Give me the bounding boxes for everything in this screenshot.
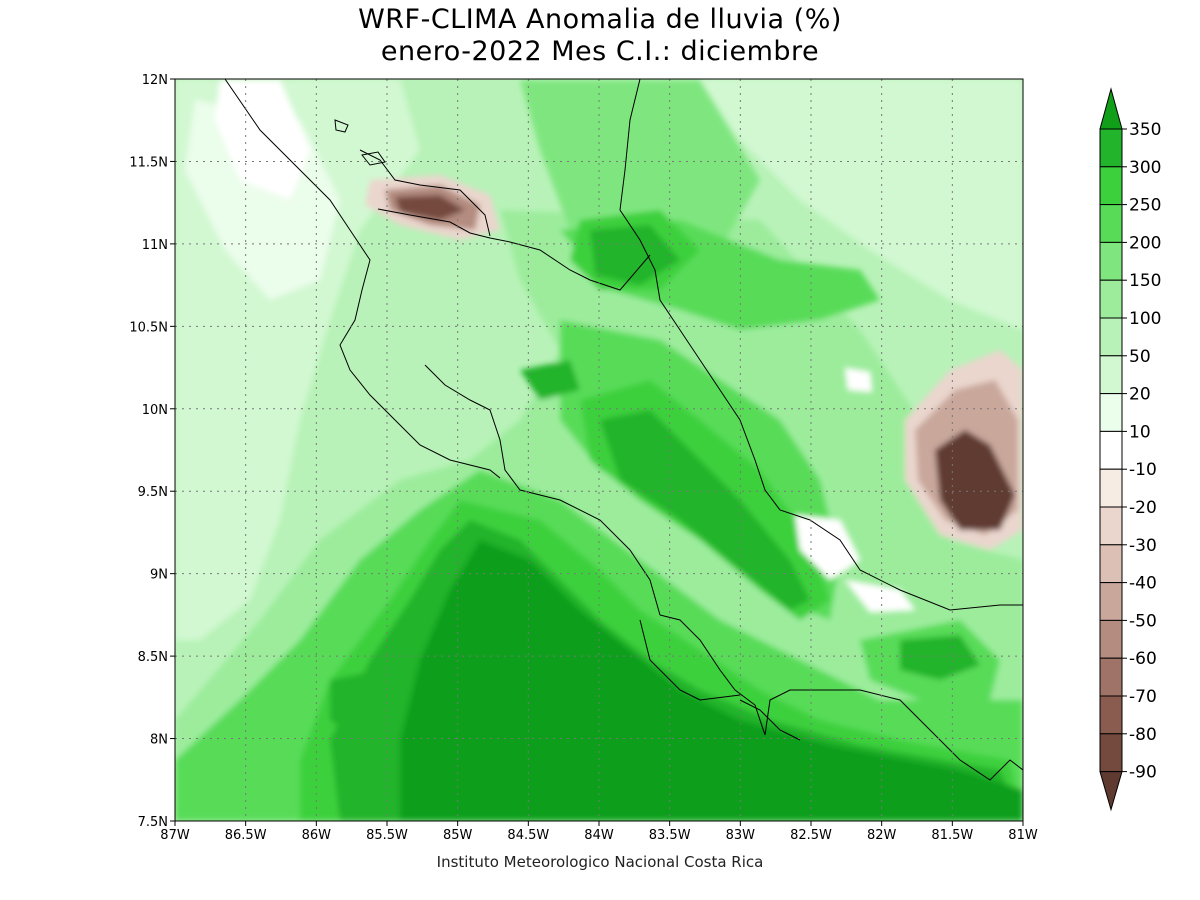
lake-island: [361, 151, 386, 166]
field-zone: [215, 80, 310, 200]
y-tick-label: 11N: [142, 238, 168, 253]
graticule: [175, 79, 1023, 821]
coastlines: [224, 79, 1023, 781]
y-tick-label: 12N: [142, 73, 168, 88]
field-zone: [700, 79, 1023, 330]
field-zone: [395, 195, 465, 220]
colorbar-swatch: [1099, 657, 1123, 697]
colorbar-swatch: [1099, 128, 1123, 168]
x-tick-label: 81W: [1008, 828, 1038, 843]
colorbar-label: 150: [1129, 271, 1161, 291]
x-tick-label: 83.5W: [649, 828, 691, 843]
colorbar-bottom-arrow: [1099, 771, 1123, 812]
field-zone: [900, 635, 980, 680]
colorbar-swatch: [1099, 582, 1123, 621]
colorbar-label: -70: [1129, 687, 1157, 707]
colorbar-swatch: [1099, 355, 1123, 395]
x-tick-label: 85W: [443, 828, 473, 843]
colorbar-swatch: [1099, 279, 1123, 319]
field-zone: [600, 410, 810, 610]
credit-text: Instituto Meteorologico Nacional Costa R…: [436, 853, 764, 871]
x-tick-label: 83W: [726, 828, 756, 843]
colorbar-label: 350: [1129, 120, 1161, 140]
lake-island: [334, 119, 349, 133]
colorbar-swatch: [1099, 468, 1123, 508]
x-tick-label: 85.5W: [366, 828, 408, 843]
x-tick-label: 86.5W: [225, 828, 267, 843]
x-tick-label: 87W: [160, 828, 190, 843]
y-tick-label: 11.5N: [129, 155, 168, 170]
colorbar-label: -10: [1129, 460, 1157, 480]
pacific-coast-northwest: [224, 79, 501, 479]
colorbar-label: 300: [1129, 158, 1161, 178]
field-zone: [845, 580, 915, 612]
longitude-axis: 87W 86.5W 86W 85.5W 85W 84.5W 84W 83.5W 83W 82.5W…: [160, 821, 1038, 843]
colorbar-label: 20: [1129, 385, 1151, 405]
panama-border: [739, 699, 801, 741]
nicaragua-border: [377, 208, 651, 291]
colorbar-label: -40: [1129, 574, 1157, 594]
colorbar-label: 50: [1129, 347, 1151, 367]
y-tick-label: 9N: [150, 568, 168, 583]
y-tick-label: 7.5N: [138, 815, 168, 830]
y-tick-label: 8.5N: [138, 650, 168, 665]
osa-peninsula-coast: [659, 614, 1023, 781]
colorbar-swatch: [1099, 317, 1123, 357]
colorbar-top-arrow: [1099, 87, 1123, 130]
x-tick-label: 81.5W: [931, 828, 973, 843]
field-zone: [520, 80, 760, 260]
colorbar-label: -90: [1129, 763, 1157, 783]
colorbar-swatch: [1099, 619, 1123, 659]
field-zone: [935, 430, 1015, 530]
colorbar-swatch: [1099, 166, 1123, 206]
colorbar-swatch: [1099, 393, 1123, 432]
colorbar: 350 300 250 200 150 100 50 20 10 -10 -20 -30 -40 -50 -…: [1099, 87, 1161, 812]
x-tick-label: 84.5W: [507, 828, 549, 843]
y-tick-label: 10.5N: [129, 320, 168, 335]
y-tick-label: 10N: [142, 403, 168, 418]
map-subtitle: enero-2022 Mes C.I.: diciembre: [380, 36, 820, 67]
colorbar-swatch: [1099, 204, 1123, 243]
colorbar-label: -30: [1129, 536, 1157, 556]
field-zone: [400, 540, 1023, 821]
field-zone: [845, 368, 872, 392]
colorbar-swatch: [1099, 544, 1123, 584]
x-tick-label: 84W: [584, 828, 614, 843]
x-tick-label: 82.5W: [790, 828, 832, 843]
colorbar-label: 10: [1129, 422, 1151, 442]
colorbar-label: -20: [1129, 498, 1157, 518]
y-tick-label: 9.5N: [138, 485, 168, 500]
colorbar-label: 200: [1129, 233, 1161, 253]
colorbar-label: -60: [1129, 649, 1157, 669]
x-tick-label: 86W: [302, 828, 332, 843]
anomaly-field: [175, 79, 1023, 821]
colorbar-label: 250: [1129, 196, 1161, 216]
colorbar-label: -80: [1129, 725, 1157, 745]
colorbar-swatch: [1099, 430, 1123, 470]
y-tick-label: 8N: [150, 733, 168, 748]
colorbar-swatch: [1099, 733, 1123, 773]
colorbar-swatch: [1099, 506, 1123, 546]
nicoya-gulf-coast: [424, 364, 661, 616]
map-title: WRF-CLIMA Anomalia de lluvia (%): [358, 4, 842, 35]
colorbar-label: 100: [1129, 309, 1161, 329]
colorbar-label: -50: [1129, 611, 1157, 631]
lake-nicaragua-shore: [359, 149, 491, 237]
golfo-dulce-coast: [639, 619, 741, 701]
x-tick-label: 82W: [867, 828, 897, 843]
colorbar-swatch: [1099, 241, 1123, 281]
field-zone: [520, 360, 580, 400]
field-zone: [330, 670, 400, 740]
field-zone: [795, 515, 860, 580]
colorbar-swatch: [1099, 695, 1123, 735]
latitude-axis: 7.5N 8N 8.5N 9N 9.5N 10N 10.5N 11N 11.5N 12N: [129, 73, 175, 830]
field-zone: [590, 225, 680, 285]
caribbean-coast: [619, 79, 1023, 611]
